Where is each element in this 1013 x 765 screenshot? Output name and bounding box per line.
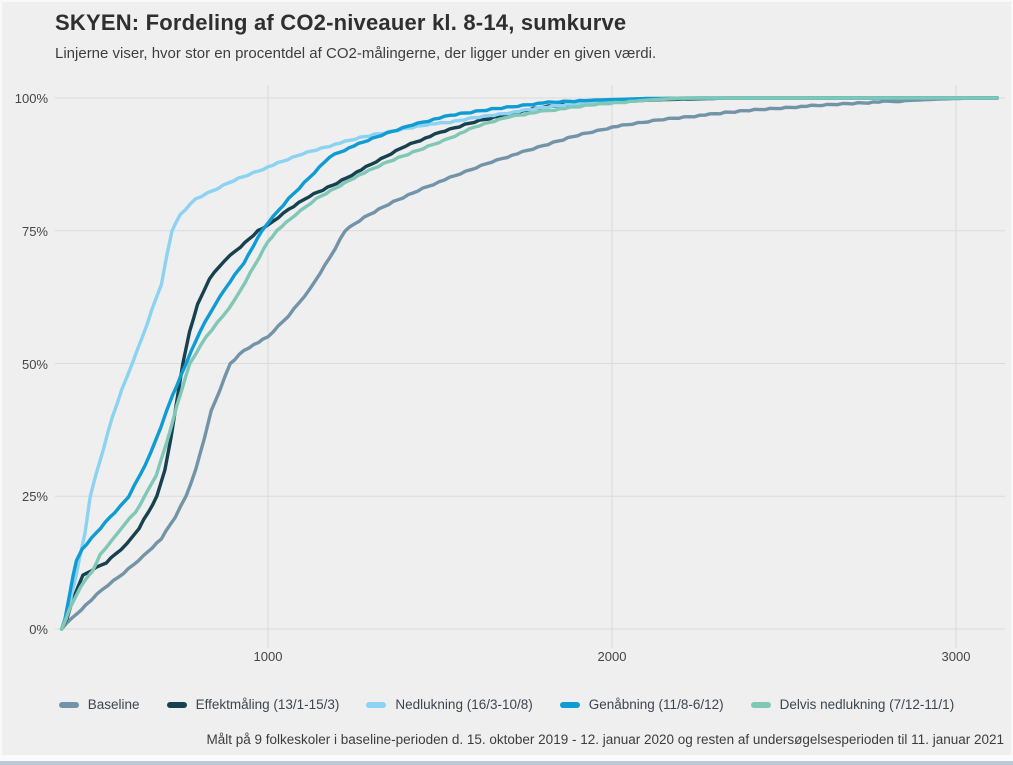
legend-label: Nedlukning (16/3-10/8) <box>395 697 533 712</box>
y-axis-tick-label: 100% <box>14 91 48 106</box>
y-axis-tick-label: 75% <box>21 223 48 239</box>
legend-item-genaabning: Genåbning (11/8-6/12) <box>559 697 724 712</box>
y-axis-tick-label: 25% <box>21 489 48 505</box>
chart-title: SKYEN: Fordeling af CO2-niveauer kl. 8-1… <box>55 10 627 35</box>
series-line-0 <box>59 96 999 631</box>
series-line-4 <box>59 96 999 631</box>
legend-swatch-nedlukning-icon <box>366 701 387 708</box>
legend-label: Genåbning (11/8-6/12) <box>588 697 724 712</box>
legend-swatch-effektmaaling-icon <box>166 701 187 708</box>
legend-item-nedlukning: Nedlukning (16/3-10/8) <box>366 697 533 712</box>
legend-swatch-genaabning-icon <box>559 701 580 708</box>
legend-item-effektmaaling: Effektmåling (13/1-15/3) <box>166 697 340 712</box>
vertical-gridlines <box>267 85 957 648</box>
legend-item-delvis-nedlukning: Delvis nedlukning (7/12-11/1) <box>750 697 955 712</box>
legend-label: Delvis nedlukning (7/12-11/1) <box>779 697 955 712</box>
legend-swatch-delvis-nedlukning-icon <box>750 701 771 708</box>
x-axis-tick-label: 1000 <box>253 649 283 664</box>
legend-swatch-baseline-icon <box>58 701 79 708</box>
window-bottom-edge <box>0 761 1013 765</box>
legend-label: Effektmåling (13/1-15/3) <box>195 697 340 712</box>
chart-legend: Baseline Effektmåling (13/1-15/3) Nedluk… <box>0 697 1013 712</box>
y-axis-tick-label: 0% <box>29 622 48 637</box>
legend-item-baseline: Baseline <box>58 697 140 712</box>
chart-footnote: Målt på 9 folkeskoler i baseline-periode… <box>206 732 1004 747</box>
legend-label: Baseline <box>87 697 140 712</box>
y-axis-tick-label: 50% <box>21 356 48 372</box>
series-lines <box>59 96 999 631</box>
horizontal-gridlines <box>55 97 1005 630</box>
chart-subtitle: Linjerne viser, hvor stor en procentdel … <box>55 45 657 62</box>
window-bottom-inner-edge <box>0 755 1013 761</box>
x-axis-tick-label: 2000 <box>597 649 627 664</box>
x-axis-tick-label: 3000 <box>941 649 971 664</box>
